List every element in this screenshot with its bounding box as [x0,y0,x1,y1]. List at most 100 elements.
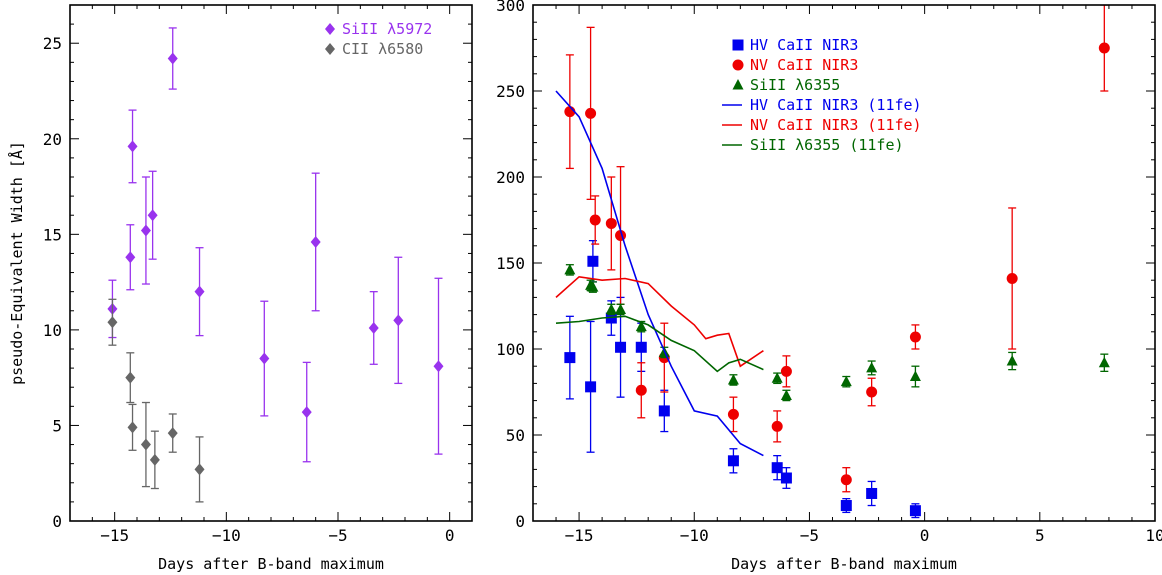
data-point [840,474,852,486]
data-point [727,373,739,385]
data-point [194,463,205,476]
data-point [840,500,852,512]
data-point [564,352,576,364]
legend-label: SiII λ6355 [750,76,840,94]
x-tick-label: 10 [1145,526,1162,545]
legend: SiII λ5972 CII λ6580 [325,20,432,58]
series-2-4 [555,90,764,457]
data-point [585,107,597,119]
legend-marker [325,23,335,35]
y-tick-label: 200 [496,168,525,187]
data-point [125,251,136,264]
data-point [140,224,151,237]
data-point [587,281,599,292]
y-tick-label: 5 [52,416,62,435]
plot-frame [69,4,473,522]
chart-panel-1: −15 −10 −5 0 0 5 10 15 20 25 Days after B-band max… [7,4,473,573]
plot-area [107,27,444,503]
legend-marker [325,43,335,55]
legend-marker [732,79,744,90]
data-point [727,408,739,420]
data-point [866,487,878,499]
x-tick-label: −15 [100,526,129,545]
plot-area [555,5,1110,519]
y-tick-label: 0 [52,512,62,531]
x-axis-title: Days after B-band maximum [731,555,957,573]
data-point [589,214,601,226]
data-point [771,372,783,383]
series-2-1 [564,239,921,519]
series-2-6 [555,315,764,373]
plot-frame [532,4,1156,522]
data-point [167,52,178,65]
x-tick-label: 5 [1035,526,1045,545]
data-point [127,140,138,153]
y-tick-label: 250 [496,82,525,101]
legend-label: HV CaII NIR3 (11fe) [750,96,922,114]
y-axis-title: pseudo-Equivalent Width [Å] [7,141,26,385]
x-tick-label: −10 [680,526,709,545]
data-point [658,405,670,417]
data-point [909,331,921,343]
data-point [771,462,783,474]
data-point [259,352,270,365]
data-point [125,371,136,384]
y-tick-label: 0 [515,512,525,531]
data-point [840,375,852,387]
data-point [605,217,617,229]
data-point [301,406,312,419]
data-point [780,472,792,484]
data-point [727,455,739,467]
x-tick-label: −15 [565,526,594,545]
data-point [393,314,404,327]
y-tick-label: 20 [43,130,62,149]
data-point [1006,355,1018,366]
data-point [615,303,627,314]
series-2-3 [564,263,1110,402]
legend-label: NV CaII NIR3 (11fe) [750,116,922,134]
y-tick-label: 50 [506,426,525,445]
series-line [555,275,764,368]
data-point [1098,356,1110,368]
data-point [107,316,118,329]
data-point [605,303,617,314]
data-point [780,389,792,400]
data-point [771,420,783,432]
data-point [635,384,647,396]
data-point [866,386,878,398]
legend-label: SiII λ5972 [342,20,432,38]
data-point [909,370,921,382]
data-point [194,285,205,298]
series-2-5 [555,275,764,368]
x-tick-label: −10 [212,526,241,545]
data-point [127,421,138,434]
y-tick-label: 15 [43,225,62,244]
x-axis-title: Days after B-band maximum [158,555,384,573]
data-point [433,360,444,373]
data-point [635,320,647,332]
series-1-2 [107,298,205,503]
data-point [167,427,178,440]
data-point [909,505,921,517]
series-1-1 [107,27,444,463]
y-tick-label: 100 [496,340,525,359]
data-point [1098,42,1110,54]
data-point [866,361,878,373]
y-tick-label: 10 [43,321,62,340]
x-tick-label: 0 [445,526,455,545]
axis-ticks [532,4,1156,522]
x-tick-label: −5 [800,526,819,545]
data-point [149,453,160,466]
data-point [1006,272,1018,284]
legend-marker [732,39,744,51]
data-point [780,365,792,377]
y-tick-label: 300 [496,0,525,15]
data-point [587,255,599,267]
x-tick-label: −5 [328,526,347,545]
data-point [564,263,576,275]
data-point [368,321,379,334]
data-point [635,341,647,353]
legend-marker [732,59,744,71]
